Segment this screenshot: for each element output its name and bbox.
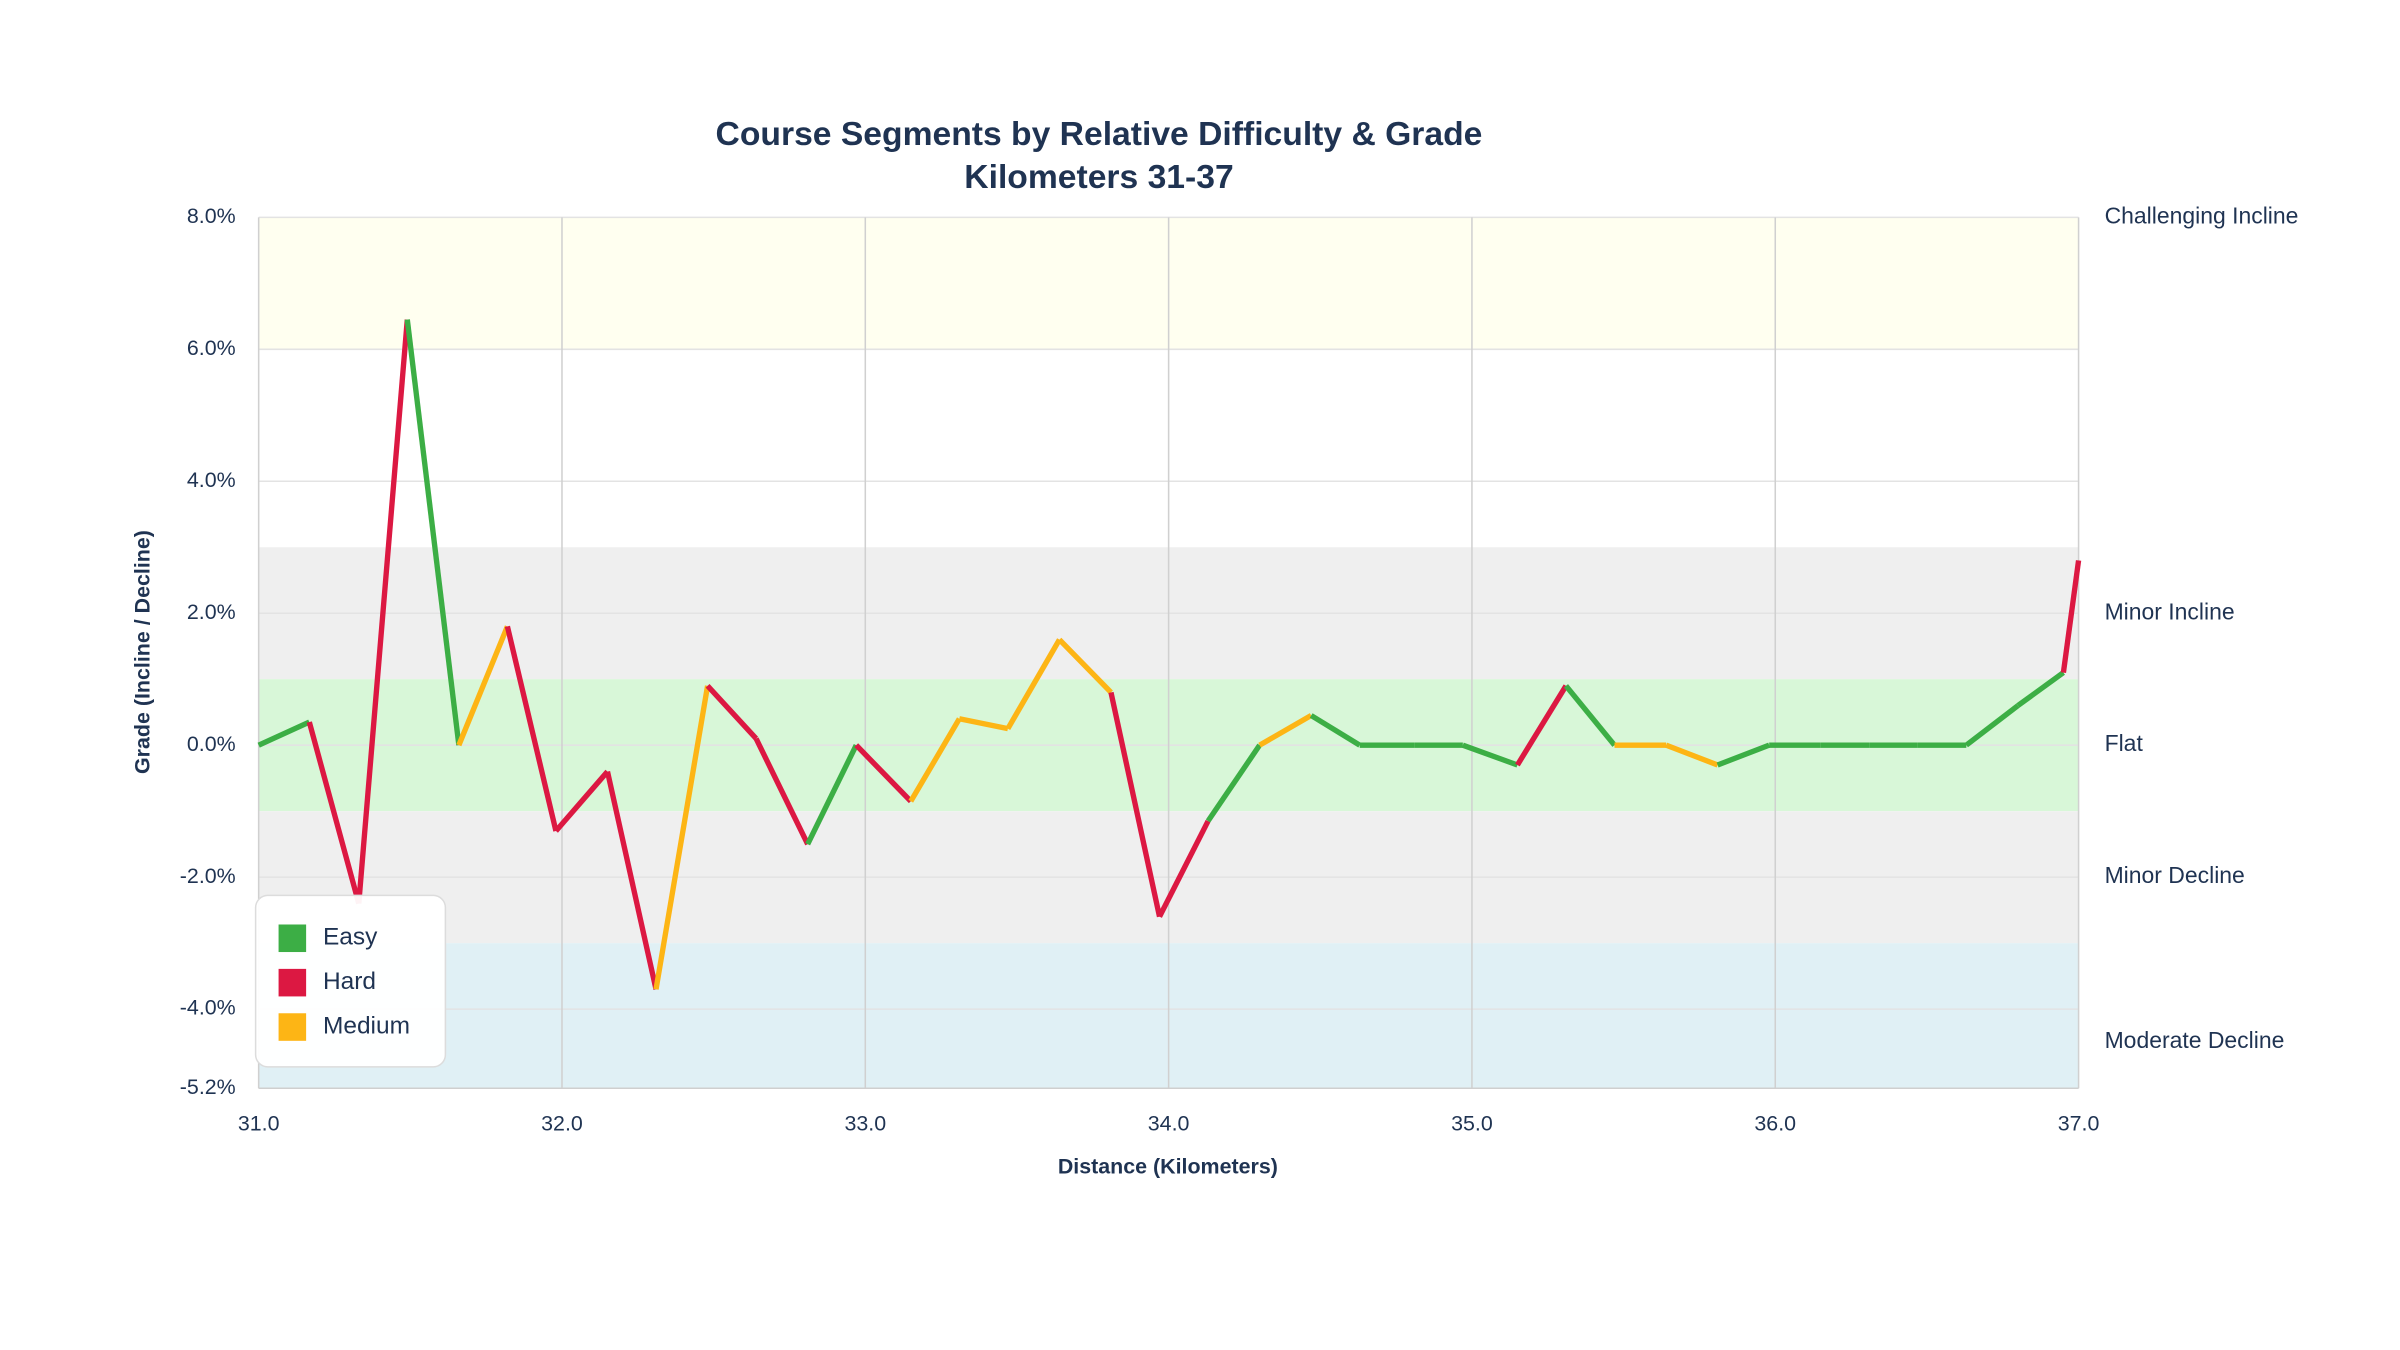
- line-segment: [1057, 637, 1113, 695]
- line-segment: [908, 717, 962, 803]
- line-segment: [1665, 742, 1719, 768]
- line-segment: [705, 683, 759, 741]
- x-tick-label: 33.0: [844, 1112, 886, 1136]
- legend: Easy Hard Medium: [254, 894, 447, 1068]
- line-segment: [306, 721, 362, 905]
- x-tick-label: 32.0: [541, 1112, 583, 1136]
- line-segment: [604, 770, 659, 990]
- band-label: Minor Incline: [2105, 598, 2235, 624]
- line-segment: [257, 719, 311, 748]
- x-tick-label: 34.0: [1148, 1112, 1190, 1136]
- y-tick-label: 0.0%: [187, 732, 236, 756]
- y-tick-label: 4.0%: [187, 468, 236, 492]
- line-segment: [805, 743, 859, 846]
- y-tick-label: -5.2%: [180, 1075, 236, 1099]
- legend-swatch: [278, 1013, 307, 1041]
- line-segment: [1309, 713, 1362, 748]
- line-segment: [1108, 691, 1163, 918]
- line-segment: [2060, 560, 2082, 673]
- y-tick-label: 6.0%: [187, 336, 236, 360]
- line-segment: [1005, 638, 1062, 731]
- line-segment: [2016, 670, 2065, 708]
- band-label: Moderate Decline: [2105, 1027, 2285, 1053]
- line-segment: [356, 319, 410, 904]
- line-segment: [1461, 742, 1519, 768]
- line-segment: [1205, 743, 1262, 823]
- line-segment: [456, 625, 510, 747]
- line-segment: [1716, 742, 1771, 768]
- line-segment: [404, 319, 462, 746]
- x-axis-title: Distance (Kilometers): [1058, 1155, 1278, 1179]
- line-segment: [653, 685, 711, 990]
- x-tick-label: 35.0: [1451, 1112, 1493, 1136]
- x-tick-label: 37.0: [2058, 1112, 2100, 1136]
- y-tick-label: -2.0%: [180, 864, 236, 888]
- band-label: Flat: [2105, 730, 2144, 756]
- legend-label: Medium: [323, 1013, 410, 1040]
- legend-swatch: [278, 968, 307, 997]
- chart-title: Course Segments by Relative Difficulty &…: [716, 116, 1483, 153]
- x-tick-label: 31.0: [238, 1112, 280, 1136]
- line-segment: [1157, 819, 1211, 918]
- line-segment: [504, 625, 559, 832]
- line-segment: [1964, 703, 2020, 748]
- line-segment: [753, 737, 811, 846]
- line-segment: [1258, 713, 1313, 748]
- line-segment: [958, 716, 1009, 732]
- band-label: Challenging Incline: [2105, 202, 2299, 228]
- y-tick-label: 2.0%: [187, 600, 236, 624]
- y-axis-title: Grade (Incline / Decline): [131, 530, 155, 774]
- line-segment: [854, 743, 913, 804]
- line-segment: [1563, 684, 1617, 747]
- legend-swatch: [278, 924, 307, 953]
- band-label: Minor Decline: [2105, 862, 2245, 888]
- x-tick-label: 36.0: [1754, 1112, 1796, 1136]
- line-segment: [1515, 684, 1569, 767]
- y-tick-label: 8.0%: [187, 204, 236, 228]
- chart-subtitle: Kilometers 31-37: [964, 159, 1233, 196]
- y-tick-label: -4.0%: [180, 996, 236, 1020]
- legend-label: Hard: [323, 968, 376, 995]
- line-segment: [553, 769, 610, 833]
- legend-label: Easy: [323, 924, 378, 951]
